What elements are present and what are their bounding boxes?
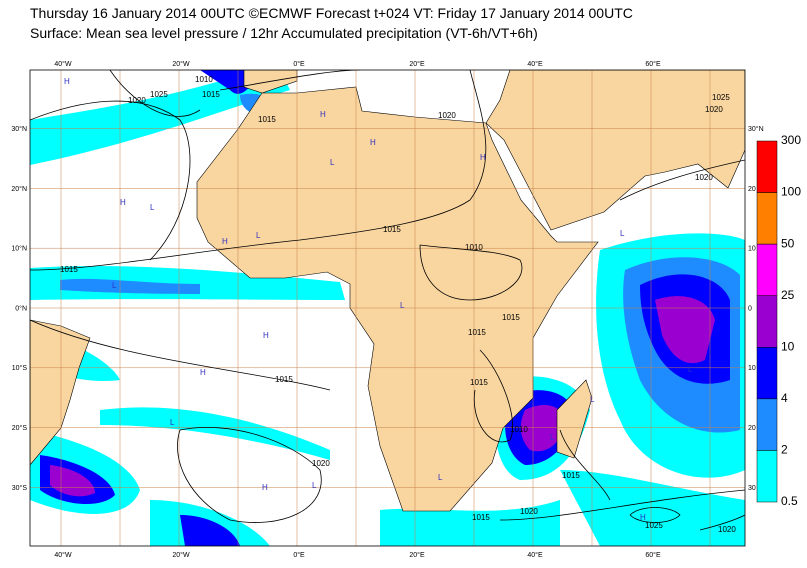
isobar-label: 1015	[275, 375, 293, 384]
isobar-labels: 1010 1015 1020 1025 1015 1015 1020 1010 …	[60, 75, 736, 534]
isobar-label: 1015	[202, 90, 220, 99]
marker: L	[400, 301, 405, 310]
isobar-label: 1015	[468, 328, 486, 337]
colorbar-segment	[756, 140, 778, 193]
marker: L	[550, 433, 555, 442]
colorbar-label: 2	[781, 443, 788, 457]
isobar-label: 1020	[312, 459, 330, 468]
marker: H	[200, 368, 206, 377]
isobar-label: 1025	[712, 93, 730, 102]
isobar-label: 1015	[470, 378, 488, 387]
lon-label-top: 40°W	[54, 60, 72, 68]
isobar-label: 1015	[60, 265, 78, 274]
marker: L	[330, 158, 335, 167]
colorbar-label: 4	[781, 391, 788, 405]
graticule	[30, 70, 745, 546]
marker: L	[256, 231, 261, 240]
colorbar-segment	[756, 398, 778, 451]
lon-label-bottom: 20°W	[172, 551, 190, 559]
marker: H	[370, 138, 376, 147]
subtitle: Surface: Mean sea level pressure / 12hr …	[30, 25, 538, 41]
marker: L	[620, 229, 625, 238]
pressure-centers: H L H H L H L L H L H L H L L L H L H L …	[64, 77, 693, 522]
lon-label-top: 20°W	[172, 60, 190, 68]
colorbar-segment	[756, 450, 778, 503]
marker: H	[320, 110, 326, 119]
colorbar-segment	[756, 347, 778, 400]
colorbar-segment	[756, 243, 778, 296]
colorbar-label: 100	[781, 185, 801, 199]
lon-label-bottom: 40°W	[54, 551, 72, 559]
lat-label-right: 10	[748, 365, 756, 372]
marker: H	[120, 198, 126, 207]
isobar-label: 1025	[645, 521, 663, 530]
lon-label-top: 20°E	[409, 60, 425, 68]
map-area: 1010 1015 1020 1025 1015 1015 1020 1010 …	[30, 70, 745, 546]
isobar-label: 1020	[695, 173, 713, 182]
isobar-label: 1010	[195, 75, 213, 84]
isobar-label: 1010	[510, 425, 528, 434]
lat-label-right: 20	[748, 186, 756, 193]
marker: H	[480, 153, 486, 162]
colorbar-label: 300	[781, 133, 801, 147]
lat-label-left: 30°N	[11, 125, 27, 133]
isobar-label: 1020	[705, 105, 723, 114]
lat-label-right: 0	[748, 305, 752, 312]
marker: H	[64, 77, 70, 86]
lat-label-left: 20°N	[11, 185, 27, 193]
lon-label-bottom: 60°E	[645, 551, 661, 559]
isobars	[30, 70, 745, 531]
lon-label-top: 40°E	[527, 60, 543, 68]
lat-label-left: 0°N	[15, 304, 27, 312]
marker: L	[438, 473, 443, 482]
colorbar-label: 50	[781, 236, 795, 250]
marker: H	[262, 483, 268, 492]
lat-label-left: 10°N	[11, 245, 27, 253]
marker: H	[640, 513, 646, 522]
marker: L	[112, 281, 117, 290]
marker: L	[688, 365, 693, 374]
marker: H	[222, 237, 228, 246]
lat-label-right: 30°N	[748, 125, 764, 133]
isobar-label: 1010	[465, 243, 483, 252]
isobar-label: 1020	[520, 507, 538, 516]
lon-label-bottom: 40°E	[527, 551, 543, 559]
map-frame	[29, 69, 746, 547]
lat-label-left: 20°S	[12, 424, 28, 432]
lon-label-bottom: 20°E	[409, 551, 425, 559]
lon-label-bottom: 0°E	[293, 551, 305, 559]
marker: L	[590, 395, 595, 404]
marker: L	[150, 203, 155, 212]
isobar-label: 1025	[150, 90, 168, 99]
isobar-label: 1020	[128, 96, 146, 105]
colorbar-label: 0.5	[781, 494, 798, 508]
lat-label-right: 20	[748, 425, 756, 432]
lat-label-left: 30°S	[12, 484, 28, 492]
marker: L	[312, 481, 317, 490]
colorbar-label: 10	[781, 339, 795, 353]
isobar-label: 1015	[502, 313, 520, 322]
lon-label-top: 0°E	[293, 60, 305, 68]
title: Thursday 16 January 2014 00UTC ©ECMWF Fo…	[30, 5, 633, 21]
lon-label-top: 60°E	[645, 60, 661, 68]
isobar-label: 1015	[472, 513, 490, 522]
axis-labels: 40°W 40°W 20°W 20°W 0°E 0°E 20°E 20°E 40°E 40°E 60…	[11, 60, 763, 559]
colorbar-segment	[756, 295, 778, 348]
isobar-label: 1020	[718, 525, 736, 534]
colorbar: 300 100 50 25 10 4 2 0.5	[756, 133, 801, 508]
lat-label-left: 10°S	[12, 364, 28, 372]
isobar-label: 1015	[258, 115, 276, 124]
isobar-label: 1015	[383, 225, 401, 234]
marker: H	[263, 331, 269, 340]
isobar-label: 1020	[438, 111, 456, 120]
colorbar-label: 25	[781, 288, 795, 302]
marker: L	[170, 418, 175, 427]
lat-label-right: 10	[748, 246, 756, 253]
colorbar-segment	[756, 192, 778, 245]
isobar-label: 1015	[562, 471, 580, 480]
lat-label-right: 30	[748, 485, 756, 492]
